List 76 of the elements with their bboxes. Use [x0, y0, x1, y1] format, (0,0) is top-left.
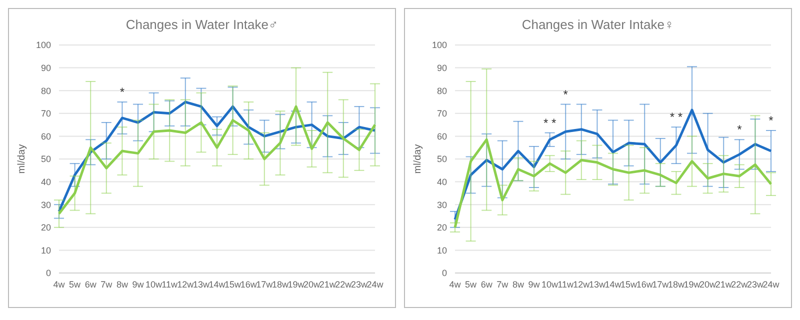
x-tick-label: 4w — [449, 279, 462, 290]
x-tick-label: 6w — [480, 279, 493, 290]
x-tick-label: 16w — [636, 279, 654, 290]
line-series — [454, 138, 772, 229]
x-tick-label: 19w — [288, 279, 305, 290]
annotation: * * — [670, 110, 683, 124]
annotation: * — [737, 122, 742, 137]
x-tick-label: 18w — [668, 279, 685, 290]
x-tick-label: 24w — [762, 279, 780, 290]
x-tick-label: 7w — [496, 279, 509, 290]
x-tick-label: 8w — [116, 279, 128, 290]
x-tick-label: 12w — [573, 279, 590, 290]
x-tick-label: 22w — [731, 279, 748, 290]
x-tick-label: 16w — [240, 279, 258, 290]
x-tick-label: 11w — [558, 279, 574, 290]
x-tick-label: 5w — [465, 279, 478, 290]
x-tick-label: 17w — [652, 279, 670, 290]
y-tick-label: 80 — [40, 86, 51, 96]
x-tick-label: 5w — [69, 279, 82, 290]
annotation: * — [120, 85, 125, 99]
y-tick-label: 80 — [436, 86, 447, 96]
x-tick-label: 19w — [684, 279, 701, 290]
x-tick-label: 15w — [224, 279, 242, 290]
y-tick-label: 100 — [432, 40, 447, 50]
x-tick-label: 13w — [192, 279, 210, 290]
chart-title: Changes in Water Intake♀ — [520, 17, 676, 34]
x-tick-label: 15w — [620, 279, 638, 290]
x-tick-label: 14w — [208, 279, 226, 290]
x-tick-label: 21w — [319, 279, 336, 290]
x-tick-label: 21w — [715, 279, 732, 290]
y-tick-label: 30 — [40, 200, 51, 210]
x-tick-label: 18w — [272, 279, 289, 290]
y-tick-label: 90 — [40, 62, 51, 73]
y-tick-label: 10 — [40, 245, 51, 256]
x-tick-label: 7w — [100, 279, 113, 290]
y-tick-label: 50 — [436, 154, 447, 164]
y-axis-title: ml/day — [412, 144, 424, 174]
y-tick-label: 70 — [40, 108, 51, 119]
x-tick-label: 20w — [700, 279, 717, 290]
y-axis-title: ml/day — [16, 144, 28, 174]
annotation: * — [563, 87, 568, 102]
y-tick-label: 60 — [40, 131, 51, 142]
y-tick-label: 0 — [46, 268, 51, 278]
x-tick-label: 6w — [84, 279, 97, 290]
x-tick-label: 9w — [528, 279, 540, 290]
y-tick-label: 10 — [436, 245, 447, 256]
y-tick-label: 40 — [40, 176, 51, 187]
x-tick-label: 10w — [146, 279, 163, 290]
x-tick-label: 22w — [335, 279, 352, 290]
x-tick-label: 9w — [132, 279, 144, 290]
y-tick-label: 0 — [442, 268, 447, 278]
chart-title: Changes in Water Intake♂ — [124, 17, 280, 34]
y-tick-label: 40 — [436, 176, 447, 187]
y-tick-label: 100 — [36, 40, 51, 50]
x-tick-label: 13w — [588, 279, 606, 290]
x-tick-label: 17w — [256, 279, 274, 290]
x-tick-label: 10w — [542, 279, 559, 290]
x-tick-label: 12w — [177, 279, 194, 290]
x-tick-label: 24w — [366, 279, 384, 290]
x-tick-label: 4w — [53, 279, 66, 290]
line-series — [454, 108, 772, 221]
x-tick-label: 23w — [746, 279, 764, 290]
annotation: * — [768, 114, 774, 128]
y-tick-label: 90 — [436, 62, 447, 73]
y-tick-label: 20 — [436, 222, 447, 233]
y-tick-label: 30 — [436, 200, 447, 210]
y-tick-label: 50 — [40, 154, 51, 164]
x-tick-label: 11w — [162, 279, 178, 290]
y-tick-label: 20 — [40, 222, 51, 233]
x-tick-label: 23w — [350, 279, 368, 290]
x-tick-label: 14w — [604, 279, 622, 290]
x-tick-label: 20w — [304, 279, 321, 290]
annotation: * * — [543, 116, 556, 130]
x-tick-label: 8w — [512, 279, 524, 290]
y-tick-label: 60 — [436, 131, 447, 142]
y-tick-label: 70 — [436, 108, 447, 119]
